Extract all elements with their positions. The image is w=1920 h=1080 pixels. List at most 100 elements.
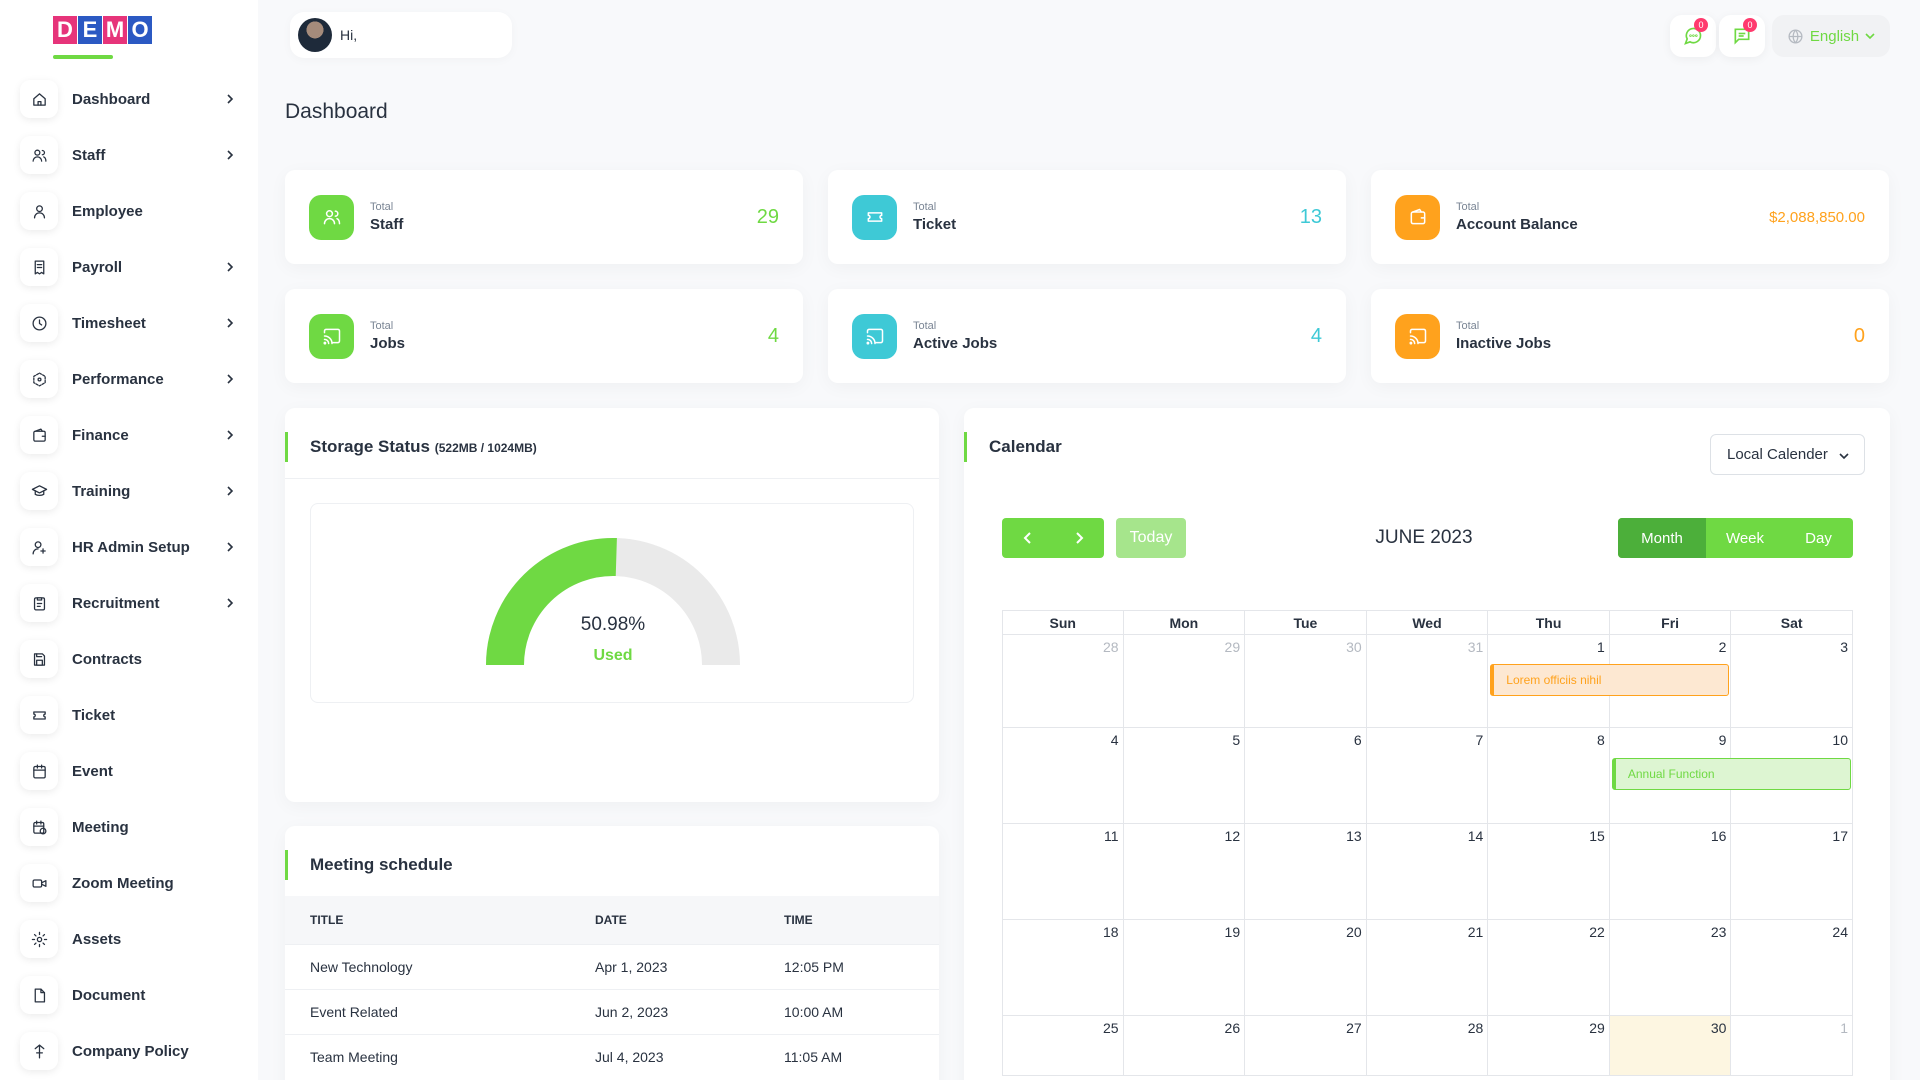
- stat-card-staff: Total Staff 29: [285, 170, 803, 264]
- calendar-day-cell[interactable]: 15: [1488, 824, 1610, 920]
- sidebar-item-staff[interactable]: Staff: [20, 133, 240, 177]
- calendar-day-cell[interactable]: 3: [1731, 634, 1853, 728]
- sidebar-item-company-policy[interactable]: Company Policy: [20, 1029, 240, 1073]
- table-row[interactable]: Team Meeting Jul 4, 2023 11:05 AM: [285, 1034, 939, 1078]
- weekday-header: Tue: [1245, 610, 1367, 634]
- calendar-day-cell[interactable]: 28: [1366, 1016, 1489, 1076]
- user-menu[interactable]: Hi,: [290, 12, 512, 58]
- weekday-header: Sun: [1002, 610, 1124, 634]
- sidebar-item-finance[interactable]: Finance: [20, 413, 240, 457]
- calendar-day-cell[interactable]: 16: [1609, 824, 1732, 920]
- calendar-day-cell[interactable]: 30: [1609, 1016, 1732, 1076]
- stat-caption: Total: [913, 320, 937, 332]
- cast-icon: [866, 328, 883, 345]
- sidebar-item-recruitment[interactable]: Recruitment: [20, 581, 240, 625]
- page-title: Dashboard: [285, 100, 388, 123]
- calendar-event[interactable]: Lorem officiis nihil: [1490, 664, 1730, 696]
- sidebar-icon-wrap: [20, 1032, 58, 1070]
- calendar-day-cell[interactable]: 21: [1366, 920, 1489, 1016]
- view-month-button[interactable]: Month: [1618, 518, 1706, 558]
- calendar-day-cell[interactable]: 2: [1609, 634, 1732, 728]
- sidebar-item-employee[interactable]: Employee: [20, 189, 240, 233]
- sidebar-icon-wrap: [20, 416, 58, 454]
- calendar-day-cell[interactable]: 7: [1366, 728, 1489, 824]
- view-week-button[interactable]: Week: [1725, 529, 1765, 547]
- calendar-day-cell[interactable]: 27: [1245, 1016, 1367, 1076]
- calendar-day-cell[interactable]: 12: [1123, 824, 1246, 920]
- day-number: 28: [1102, 639, 1119, 655]
- globe-icon: [1788, 28, 1803, 44]
- calendar-event[interactable]: Annual Function: [1611, 758, 1851, 790]
- language-dropdown[interactable]: English: [1772, 15, 1890, 57]
- calendar-day-cell[interactable]: 19: [1123, 920, 1246, 1016]
- calendar-day-cell[interactable]: 5: [1123, 728, 1246, 824]
- sidebar-item-assets[interactable]: Assets: [20, 917, 240, 961]
- storage-gauge: [486, 538, 740, 666]
- logo-letter: M: [103, 16, 127, 44]
- calendar-day-cell[interactable]: 14: [1366, 824, 1489, 920]
- sidebar-item-hr-admin-setup[interactable]: HR Admin Setup: [20, 525, 240, 569]
- calendar-day-cell[interactable]: 25: [1002, 1016, 1124, 1076]
- sidebar-item-ticket[interactable]: Ticket: [20, 693, 240, 737]
- meeting-schedule-card: Meeting schedule TITLE DATE TIME New Tec…: [285, 826, 939, 1080]
- calendar-day-cell[interactable]: 30: [1245, 634, 1367, 728]
- calendar-day-cell[interactable]: 28: [1002, 634, 1124, 728]
- sidebar-item-training[interactable]: Training: [20, 469, 240, 513]
- storage-gauge-panel: 50.98% Used: [310, 503, 914, 703]
- calendar-source-select[interactable]: Local Calender: [1710, 434, 1865, 475]
- meeting-title: Event Related: [310, 1004, 398, 1020]
- day-number: 19: [1224, 924, 1241, 940]
- sidebar-item-contracts[interactable]: Contracts: [20, 637, 240, 681]
- wallet-icon: [32, 427, 46, 442]
- stat-icon-badge: [309, 313, 354, 359]
- sidebar-item-performance[interactable]: Performance: [20, 357, 240, 401]
- table-row[interactable]: Event Related Jun 2, 2023 10:00 AM: [285, 989, 939, 1033]
- sidebar-icon-wrap: [20, 192, 58, 230]
- calendar-day-cell[interactable]: 4: [1002, 728, 1124, 824]
- today-button[interactable]: Today: [1116, 518, 1186, 558]
- chat-button[interactable]: 0: [1670, 15, 1716, 57]
- sidebar-icon-wrap: [20, 640, 58, 678]
- calendar-day-cell[interactable]: 23: [1609, 920, 1732, 1016]
- sidebar-item-payroll[interactable]: Payroll: [20, 245, 240, 289]
- home-icon: [32, 92, 46, 106]
- day-number: 21: [1467, 924, 1484, 940]
- calendar-day-cell[interactable]: 29: [1123, 634, 1246, 728]
- sidebar-item-zoom-meeting[interactable]: Zoom Meeting: [20, 861, 240, 905]
- calendar-day-cell[interactable]: 20: [1245, 920, 1367, 1016]
- calendar-day-cell[interactable]: 6: [1245, 728, 1367, 824]
- prev-month-button[interactable]: [1002, 518, 1053, 558]
- calendar-day-cell[interactable]: 1: [1731, 1016, 1853, 1076]
- sidebar-item-label: Performance: [72, 370, 164, 388]
- next-month-button[interactable]: [1053, 518, 1104, 558]
- calendar-day-cell[interactable]: 10: [1731, 728, 1853, 824]
- stat-caption: Total: [370, 320, 394, 332]
- calendar-day-cell[interactable]: 11: [1002, 824, 1124, 920]
- stat-card-inactive-jobs: Total Inactive Jobs 0: [1371, 289, 1889, 383]
- table-row[interactable]: New Technology Apr 1, 2023 12:05 PM: [285, 944, 939, 988]
- sidebar-item-event[interactable]: Event: [20, 749, 240, 793]
- sidebar-item-meeting[interactable]: Meeting: [20, 805, 240, 849]
- calendar-day-cell[interactable]: 26: [1123, 1016, 1246, 1076]
- calendar-day-cell[interactable]: 8: [1488, 728, 1610, 824]
- day-number: 15: [1589, 828, 1605, 844]
- calendar-day-cell[interactable]: 24: [1731, 920, 1853, 1016]
- sidebar-item-label: Employee: [72, 202, 143, 220]
- greeting-text: Hi,: [340, 27, 358, 43]
- sidebar-item-timesheet[interactable]: Timesheet: [20, 301, 240, 345]
- day-number: 29: [1589, 1020, 1605, 1036]
- calendar-day-cell[interactable]: 31: [1366, 634, 1489, 728]
- calendar-day-cell[interactable]: 18: [1002, 920, 1124, 1016]
- view-day-button[interactable]: Day: [1805, 529, 1832, 547]
- sidebar-item-dashboard[interactable]: Dashboard: [20, 77, 240, 121]
- messages-button[interactable]: 0: [1719, 15, 1765, 57]
- day-number: 5: [1232, 732, 1241, 748]
- calendar-day-cell[interactable]: 13: [1245, 824, 1367, 920]
- calendar-day-cell[interactable]: 22: [1488, 920, 1610, 1016]
- sidebar-item-document[interactable]: Document: [20, 973, 240, 1017]
- stat-caption: Total: [913, 201, 937, 213]
- calendar-day-cell[interactable]: 17: [1731, 824, 1853, 920]
- day-number: 26: [1224, 1020, 1241, 1036]
- calendar-day-cell[interactable]: 29: [1488, 1016, 1610, 1076]
